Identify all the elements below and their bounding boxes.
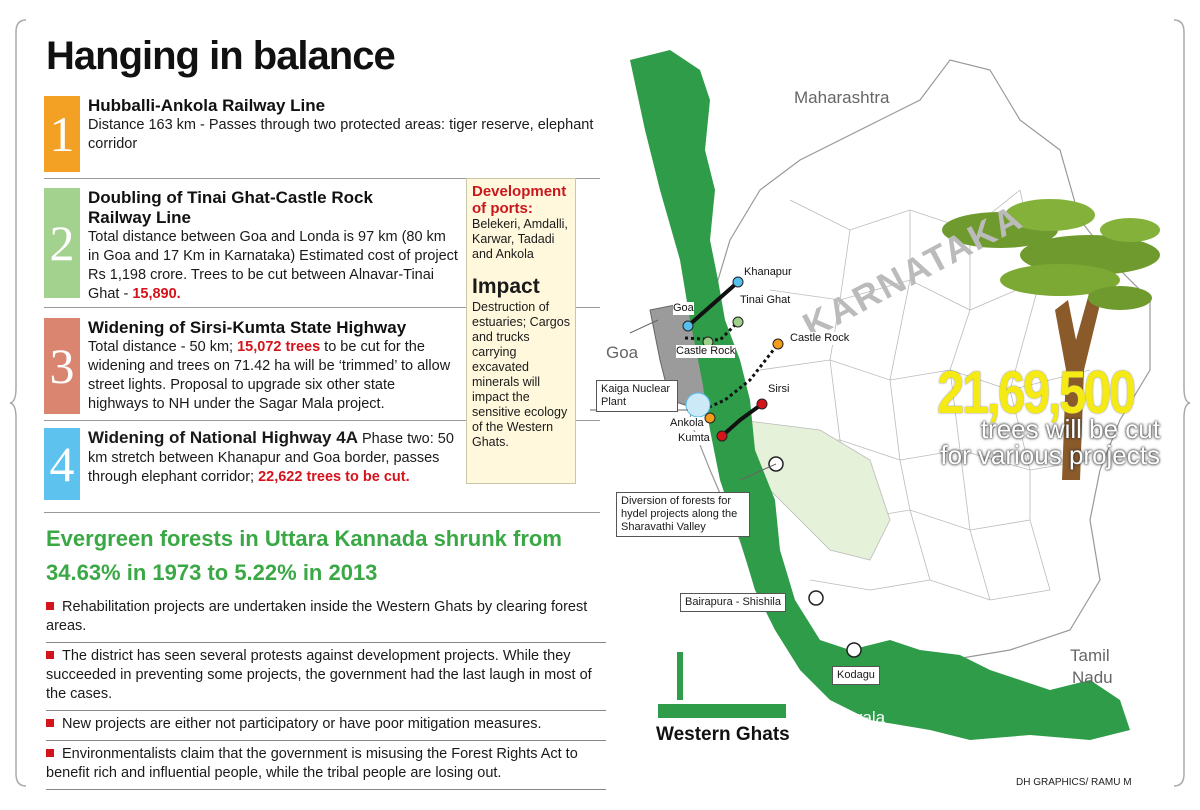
label-kaiga: Kaiga Nuclear Plant — [596, 380, 678, 412]
railway-line-castle-rock — [697, 343, 780, 414]
project-item-3: 3 Widening of Sirsi-Kumta State Highway … — [44, 318, 600, 414]
label-goa: Goa — [673, 302, 694, 315]
forest-shrink-heading: Evergreen forests in Uttara Kannada shru… — [46, 522, 606, 590]
project-item-1: 1 Hubballi-Ankola Railway Line Distance … — [44, 96, 600, 172]
page-title: Hanging in balance — [46, 34, 396, 78]
label-diversion: Diversion of forests for hydel projects … — [616, 492, 750, 537]
trees-caption-line-2: for various projects — [940, 440, 1160, 470]
item-number-3: 3 — [44, 318, 80, 414]
marker-goa — [682, 320, 694, 332]
impact-text: Destruction of estuaries; Cargos and tru… — [472, 300, 570, 449]
project-item-2: 2 Doubling of Tinai Ghat-Castle Rock Rai… — [44, 188, 600, 302]
region-kerala: Kerala — [836, 708, 886, 727]
ports-list: Belekeri, Amdalli, Karwar, Tadadi and An… — [472, 217, 568, 261]
legend-label: Western Ghats — [656, 724, 790, 745]
label-castle-rock-a: Castle Rock — [676, 345, 736, 358]
development-ports-box: Development of ports: Belekeri, Amdalli,… — [466, 178, 576, 484]
bullet-square-icon — [46, 719, 54, 727]
highway-sirsi-kumta — [720, 402, 764, 438]
legend-swatch — [658, 704, 786, 718]
marker-ankola — [704, 412, 716, 424]
item-highlight-3: 15,072 trees — [237, 339, 321, 355]
bullet-text: The district has seen several protests a… — [46, 648, 592, 702]
marker-sirsi — [756, 398, 768, 410]
divider — [44, 178, 600, 179]
list-item: The district has seen several protests a… — [46, 643, 606, 711]
marker-tinai-ghat — [732, 316, 744, 328]
karnataka-map — [590, 50, 1160, 740]
label-sirsi: Sirsi — [768, 383, 790, 396]
impact-heading: Impact — [472, 275, 540, 298]
item-text-3b: to be cut for the widening and trees on … — [88, 339, 451, 412]
item-text-1: Distance 163 km - Passes through two pro… — [88, 117, 594, 152]
region-maharashtra: Maharashtra — [794, 88, 890, 107]
marker-kaiga — [685, 392, 711, 418]
bullet-square-icon — [46, 749, 54, 757]
label-tinai-ghat: Tinai Ghat — [740, 294, 791, 307]
item-number-4: 4 — [44, 428, 80, 500]
item-text-4: Phase two: 50 km stretch between Khanapu… — [88, 431, 454, 485]
list-item: New projects are either not participator… — [46, 711, 606, 741]
marker-bairapura — [808, 590, 824, 606]
divider — [44, 420, 600, 421]
right-brace — [1173, 19, 1191, 787]
bullet-square-icon — [46, 602, 54, 610]
marker-khanapur — [732, 276, 744, 288]
item-number-1: 1 — [44, 96, 80, 172]
forest-shrink-line-2: 34.63% in 1973 to 5.22% in 2013 — [46, 560, 378, 585]
region-tamil-nadu-2: Nadu — [1072, 668, 1113, 687]
item-highlight-4: 22,622 trees to be cut. — [258, 469, 410, 485]
bullet-list: Rehabilitation projects are undertaken i… — [46, 594, 606, 790]
label-khanapur: Khanapur — [744, 266, 792, 279]
label-kumta: Kumta — [678, 432, 710, 445]
trees-count: 21,69,500 — [937, 359, 1136, 426]
trees-caption-line-1: trees will be cut — [980, 414, 1160, 444]
graphics-credit: DH GRAPHICS/ RAMU M — [1016, 777, 1132, 788]
bullet-text: Rehabilitation projects are undertaken i… — [46, 599, 588, 634]
bullet-text: New projects are either not participator… — [62, 716, 542, 732]
label-kodagu: Kodagu — [832, 666, 880, 685]
list-item: Environmentalists claim that the governm… — [46, 741, 606, 790]
marker-kodagu — [846, 642, 862, 658]
divider — [44, 512, 600, 513]
bullet-text: Environmentalists claim that the governm… — [46, 746, 578, 781]
trees-caption: trees will be cut for various projects — [934, 416, 1160, 468]
project-item-4: 4 Widening of National Highway 4A Phase … — [44, 428, 600, 500]
bullet-square-icon — [46, 651, 54, 659]
western-ghats-area — [630, 50, 1130, 740]
item-heading-2: Doubling of Tinai Ghat-Castle Rock Railw… — [88, 188, 373, 227]
left-brace — [9, 19, 27, 787]
label-ankola: Ankola — [670, 417, 704, 430]
forest-shrink-line-1: Evergreen forests in Uttara Kannada shru… — [46, 526, 562, 551]
item-text-3a: Total distance - 50 km; — [88, 339, 238, 355]
marker-castle-rock-b — [772, 338, 784, 350]
divider — [44, 307, 600, 308]
ports-heading: Development of ports: — [472, 183, 567, 217]
item-heading-4: Widening of National Highway 4A — [88, 428, 358, 447]
marker-kumta — [716, 430, 728, 442]
item-heading-3: Widening of Sirsi-Kumta State Highway — [88, 318, 407, 337]
item-number-2: 2 — [44, 188, 80, 298]
region-goa: Goa — [606, 343, 639, 362]
railway-line-nh4a — [686, 280, 740, 328]
label-castle-rock-b: Castle Rock — [790, 332, 850, 345]
item-text-2: Total distance between Goa and Londa is … — [88, 229, 458, 302]
label-bairapura: Bairapura - Shishila — [680, 593, 786, 612]
item-heading-1: Hubballi-Ankola Railway Line — [88, 96, 326, 115]
tree-illustration — [942, 199, 1160, 480]
item-highlight-2: 15,890. — [132, 286, 181, 302]
region-tamil-nadu-1: Tamil — [1070, 646, 1110, 665]
list-item: Rehabilitation projects are undertaken i… — [46, 594, 606, 643]
